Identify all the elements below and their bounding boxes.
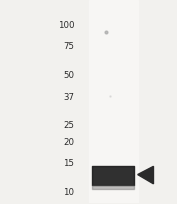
- Text: 20: 20: [63, 137, 75, 146]
- Text: 75: 75: [63, 41, 75, 50]
- Text: 37: 37: [63, 92, 75, 101]
- Text: 100: 100: [58, 21, 75, 30]
- Text: 50: 50: [63, 71, 75, 80]
- Text: 25: 25: [63, 121, 75, 130]
- Text: 10: 10: [63, 187, 75, 196]
- Polygon shape: [138, 166, 153, 184]
- Text: 15: 15: [63, 158, 75, 167]
- Bar: [88, 1, 138, 203]
